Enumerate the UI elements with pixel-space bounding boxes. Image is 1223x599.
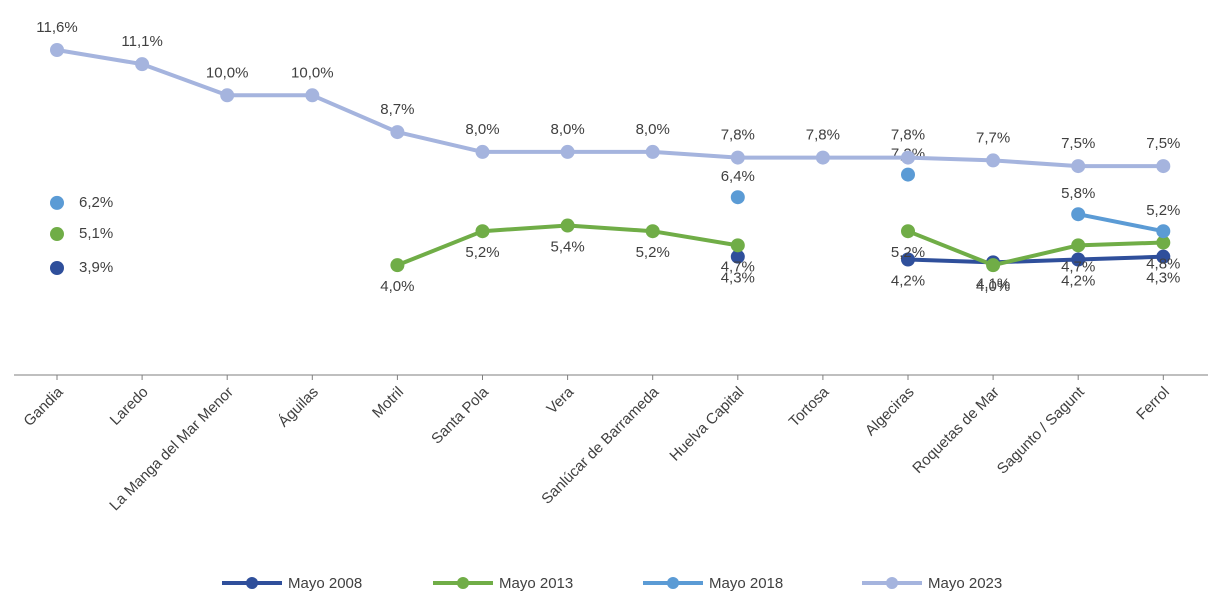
data-label: 6,2% <box>79 194 113 211</box>
data-label: 5,2% <box>636 244 670 261</box>
data-label: 7,5% <box>1146 135 1180 152</box>
x-tick-label: Águilas <box>275 384 322 431</box>
legend-marker <box>457 577 469 589</box>
data-point <box>475 144 490 159</box>
data-point <box>901 167 915 182</box>
series-line <box>1077 212 1164 234</box>
data-point <box>560 218 575 233</box>
data-point <box>1156 235 1171 250</box>
legend-marker <box>246 577 258 589</box>
data-point <box>475 224 490 239</box>
data-point <box>1071 252 1086 267</box>
data-label: 7,7% <box>976 129 1010 146</box>
data-label: 4,3% <box>721 270 755 287</box>
data-label: 7,8% <box>891 127 925 144</box>
x-tick-label: Laredo <box>107 384 152 429</box>
x-tick-label: Huelva Capital <box>666 384 747 465</box>
data-point <box>730 190 745 205</box>
legend-marker <box>886 577 898 589</box>
data-point <box>645 224 660 239</box>
data-label: 8,0% <box>636 121 670 138</box>
x-tick-label: Vera <box>543 383 577 417</box>
data-label: 8,0% <box>465 121 499 138</box>
data-point <box>1156 249 1171 264</box>
data-label: 4,1% <box>976 275 1010 292</box>
data-label: 5,2% <box>891 244 925 261</box>
data-label: 4,0% <box>976 278 1010 295</box>
data-label: 4,8% <box>1146 255 1180 272</box>
data-point <box>50 227 64 242</box>
legend-label: Mayo 2013 <box>499 575 573 592</box>
legend-label: Mayo 2023 <box>928 575 1002 592</box>
data-point <box>1071 238 1086 253</box>
data-label: 4,7% <box>1061 258 1095 275</box>
data-label: 5,2% <box>1146 202 1180 219</box>
x-tick-label: Santa Pola <box>428 383 492 447</box>
data-label: 5,8% <box>1061 185 1095 202</box>
x-tick-label: Tortosa <box>786 383 833 430</box>
data-label: 4,0% <box>380 278 414 295</box>
data-point <box>390 258 405 273</box>
data-point <box>305 88 320 103</box>
data-point <box>645 144 660 159</box>
data-label: 4,7% <box>721 258 755 275</box>
data-point <box>730 238 745 253</box>
series-line <box>56 48 1164 169</box>
data-label: 7,8% <box>806 127 840 144</box>
data-label: 4,2% <box>1061 272 1095 289</box>
data-point <box>135 57 150 72</box>
data-point <box>1071 159 1086 174</box>
data-point <box>390 125 405 140</box>
data-point <box>50 195 64 210</box>
data-label: 4,2% <box>891 272 925 289</box>
data-point <box>50 261 64 275</box>
series-line <box>907 254 1164 265</box>
data-point <box>50 43 64 57</box>
data-label: 4,3% <box>1146 270 1180 287</box>
data-label: 6,4% <box>721 168 755 185</box>
data-point <box>560 144 575 159</box>
data-point <box>1156 224 1171 239</box>
data-label: 10,0% <box>206 64 249 81</box>
legend-marker <box>667 577 679 589</box>
data-point <box>986 258 1001 273</box>
legend-label: Mayo 2008 <box>288 575 362 592</box>
data-label: 11,6% <box>36 19 77 36</box>
data-label: 10,0% <box>291 64 334 81</box>
x-tick-label: Roquetas de Mar <box>909 384 1002 477</box>
data-label: 8,7% <box>380 101 414 118</box>
data-point <box>901 252 915 267</box>
x-tick-label: Algeciras <box>862 384 918 440</box>
data-label: 8,0% <box>550 121 584 138</box>
x-tick-label: Gandia <box>20 383 67 430</box>
data-point <box>901 150 915 165</box>
data-point <box>901 224 915 239</box>
data-point <box>1156 159 1171 174</box>
legend-label: Mayo 2018 <box>709 575 783 592</box>
data-point <box>815 150 830 165</box>
data-point <box>730 249 745 264</box>
data-point <box>1071 207 1086 222</box>
data-point <box>220 88 235 103</box>
data-label: 7,5% <box>1061 135 1095 152</box>
x-tick-label: Motril <box>369 384 407 422</box>
data-point <box>730 150 745 165</box>
x-tick-label: Sagunto / Sagunt <box>994 383 1089 478</box>
data-label: 11,1% <box>121 33 162 50</box>
data-label: 5,2% <box>465 244 499 261</box>
data-label: 7,8% <box>721 127 755 144</box>
data-label: 5,1% <box>79 225 113 242</box>
data-point <box>986 153 1001 168</box>
x-tick-label: Ferrol <box>1133 384 1173 424</box>
data-label: 3,9% <box>79 259 113 276</box>
data-label: 5,4% <box>550 239 584 256</box>
